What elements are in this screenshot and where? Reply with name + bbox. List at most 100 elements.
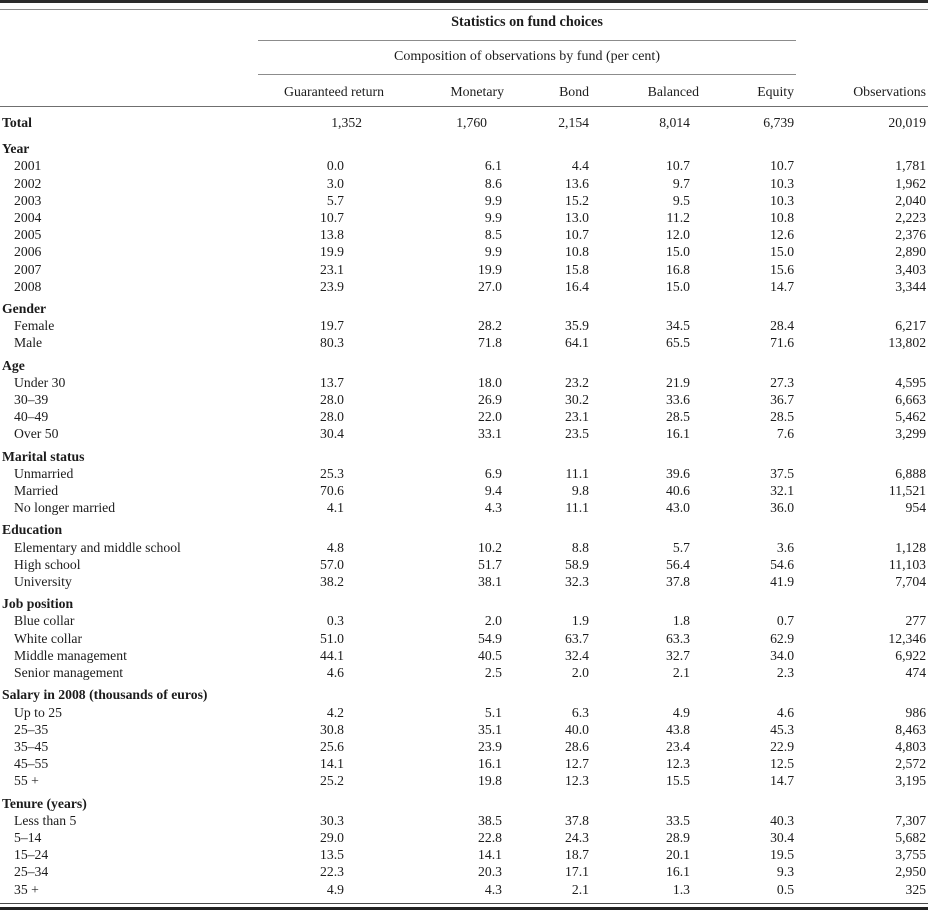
cell-observations: 3,755: [895, 847, 927, 863]
cell-observations: 13,802: [888, 335, 927, 351]
column-header-guaranteed-return: Guaranteed return: [258, 74, 386, 107]
table-row-total: Total 1,352 1,760 2,154 8,014 6,739 20,019: [0, 107, 928, 136]
cell-guaranteed-return: 13.5: [320, 847, 344, 863]
table-row-senior-management: Senior management 4.6 2.5 2.0 2.1 2.3 474: [0, 664, 928, 681]
column-header-balanced: Balanced: [591, 74, 701, 107]
cell-equity: 19.5: [770, 847, 795, 863]
cell-bond: 13.6: [565, 175, 589, 191]
table-row-5-14: 5–14 29.0 22.8 24.3 28.9 30.4 5,682: [0, 829, 928, 846]
cell-equity: 12.5: [770, 756, 795, 772]
cell-balanced: 32.7: [666, 647, 690, 663]
cell-observations: 2,890: [895, 244, 927, 260]
cell-observations: 3,403: [895, 261, 927, 277]
cell-equity: 7.6: [776, 426, 795, 442]
table-row-blue-collar: Blue collar 0.3 2.0 1.9 1.8 0.7 277: [0, 612, 928, 629]
cell-balanced: 15.0: [666, 244, 690, 260]
cell-observations: 8,463: [895, 721, 927, 737]
table-row-45-55: 45–55 14.1 16.1 12.7 12.3 12.5 2,572: [0, 755, 928, 772]
cell-observations: 954: [905, 500, 927, 516]
row-label: White collar: [14, 630, 83, 646]
cell-observations: 5,462: [895, 409, 927, 425]
cell-monetary: 35.1: [478, 721, 502, 737]
row-label: Unmarried: [14, 465, 74, 481]
section-header-label: Salary in 2008 (thousands of euros): [2, 687, 208, 703]
cell-equity: 45.3: [770, 721, 795, 737]
cell-observations: 7,704: [895, 574, 927, 590]
cell-bond: 8.8: [571, 539, 589, 555]
cell-monetary: 23.9: [478, 738, 502, 754]
section-header-label: Tenure (years): [2, 795, 87, 811]
section-header-tenure-years: Tenure (years): [0, 790, 928, 812]
cell-monetary: 54.9: [478, 630, 502, 646]
cell-bond: 2.1: [571, 881, 589, 897]
cell-guaranteed-return: 5.7: [326, 192, 344, 208]
row-label: Elementary and middle school: [14, 539, 181, 555]
cell-balanced: 28.5: [666, 409, 690, 425]
cell-guaranteed-return: 23.1: [320, 261, 344, 277]
cell-observations: 3,299: [895, 426, 927, 442]
cell-balanced: 9.5: [672, 192, 690, 208]
spanner-subtitle: Composition of observations by fund (per…: [258, 40, 797, 75]
cell-balanced: 5.7: [672, 539, 690, 555]
table-row-2003: 2003 5.7 9.9 15.2 9.5 10.3 2,040: [0, 192, 928, 209]
cell-bond: 28.6: [565, 738, 589, 754]
column-header-bond: Bond: [506, 74, 591, 107]
cell-equity: 4.6: [776, 704, 795, 720]
cell-guaranteed-return: 0.3: [326, 613, 344, 629]
row-label: Less than 5: [14, 812, 77, 828]
cell-monetary: 38.5: [478, 812, 502, 828]
row-label: 2008: [14, 278, 42, 294]
table-row-middle-management: Middle management 44.1 40.5 32.4 32.7 34.0 6,9…: [0, 647, 928, 664]
row-label: Married: [14, 483, 59, 499]
table-row-over-50: Over 50 30.4 33.1 23.5 16.1 7.6 3,299: [0, 425, 928, 442]
row-label: Blue collar: [14, 613, 75, 629]
cell-observations: 4,595: [895, 374, 927, 390]
cell-observations: 4,803: [895, 738, 927, 754]
cell-balanced: 9.7: [672, 175, 690, 191]
cell-monetary: 22.8: [478, 829, 502, 845]
row-label: 2003: [14, 192, 42, 208]
column-header-row: Guaranteed return Monetary Bond Balanced…: [0, 74, 928, 107]
cell-bond: 12.3: [565, 773, 589, 789]
section-header-label: Gender: [2, 301, 47, 317]
cell-equity: 0.7: [776, 613, 795, 629]
cell-observations: 2,040: [895, 192, 927, 208]
table-row-55: 55 + 25.2 19.8 12.3 15.5 14.7 3,195: [0, 772, 928, 789]
cell-balanced: 16.1: [666, 426, 690, 442]
cell-observations: 325: [905, 881, 927, 897]
cell-monetary: 6.1: [484, 158, 502, 174]
spanner-right-spacer: [796, 10, 928, 41]
row-label: 2004: [14, 210, 42, 226]
section-header-gender: Gender: [0, 295, 928, 317]
cell-guaranteed-return: 57.0: [320, 556, 344, 572]
section-header-label: Job position: [2, 596, 74, 612]
cell-balanced: 43.0: [666, 500, 690, 516]
cell-monetary: 8.6: [484, 175, 502, 191]
cell-balanced: 56.4: [666, 556, 690, 572]
cell-observations: 6,217: [895, 318, 927, 334]
row-label-header-spacer: [0, 74, 258, 107]
row-label: Middle management: [14, 647, 127, 663]
cell-guaranteed-return: 25.3: [320, 465, 344, 481]
cell-bond: 24.3: [565, 829, 589, 845]
cell-guaranteed-return: 0.0: [326, 158, 344, 174]
cell-observations: 6,663: [895, 392, 927, 408]
cell-balanced: 1.3: [672, 881, 690, 897]
cell-monetary: 40.5: [478, 647, 502, 663]
cell-equity: 14.7: [770, 773, 795, 789]
cell-bond: 18.7: [565, 847, 589, 863]
cell-equity: 15.6: [770, 261, 795, 277]
cell-balanced: 15.5: [666, 773, 690, 789]
cell-guaranteed-return: 51.0: [320, 630, 344, 646]
cell-balanced: 1.8: [672, 613, 690, 629]
cell-equity: 22.9: [770, 738, 795, 754]
cell-bond: 10.8: [565, 244, 589, 260]
cell-equity: 40.3: [770, 812, 795, 828]
top-rule-thick: [0, 0, 928, 3]
table-row-no-longer-married: No longer married 4.1 4.3 11.1 43.0 36.0 954: [0, 499, 928, 516]
cell-observations: 1,962: [895, 175, 927, 191]
cell-equity: 54.6: [770, 556, 795, 572]
cell-monetary: 19.9: [478, 261, 502, 277]
cell-guaranteed-return: 22.3: [320, 864, 344, 880]
